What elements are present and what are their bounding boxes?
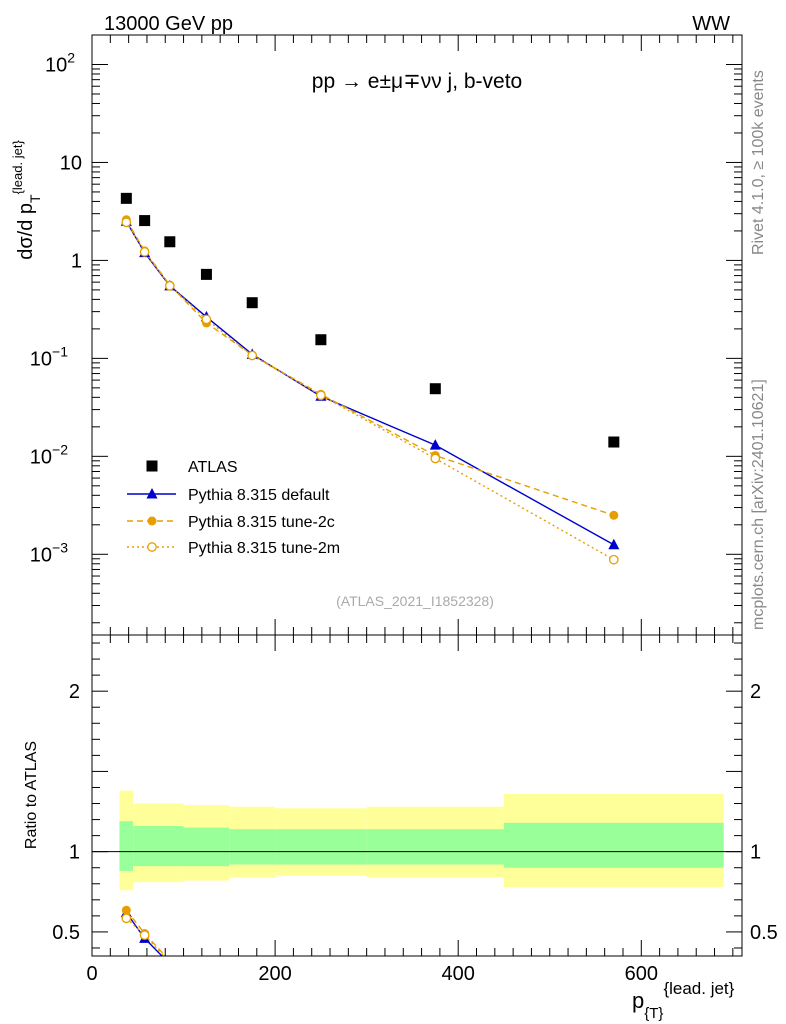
ratio-panel: 0.5 0.5 1 1 2 2 0 200 400 600 Ratio to ATLAS <box>23 634 778 985</box>
ratio-y-ticks: 0.5 0.5 1 1 2 2 <box>52 642 778 949</box>
x-axis-label: p{T}{lead. jet} <box>632 979 735 1022</box>
band-inner <box>275 829 367 865</box>
legend: ATLAS Pythia 8.315 default Pythia 8.315 tu… <box>127 459 340 557</box>
data-point-atlas <box>429 383 441 395</box>
legend-marker <box>147 516 157 526</box>
data-point-tune-2c <box>609 510 619 520</box>
data-point-atlas <box>246 297 258 309</box>
ratio-y-tick-label: 0.5 <box>52 922 80 944</box>
main-x-ticks <box>91 35 734 635</box>
y-tick-label: 10−1 <box>30 343 68 370</box>
plot-title: pp → e±μ∓νν j, b-veto <box>312 70 522 93</box>
legend-marker <box>147 542 157 552</box>
ratio-y-axis-label: Ratio to ATLAS <box>23 741 40 849</box>
data-point-default <box>608 538 620 550</box>
ratio-frame <box>91 634 743 957</box>
series-line <box>125 221 615 561</box>
band-inner <box>229 829 276 865</box>
mcplots-label: mcplots.cern.ch [arXiv:2401.10621] <box>750 379 767 630</box>
data-point-tune-2m <box>201 314 212 325</box>
legend-marker <box>146 460 158 472</box>
main-y-ticks: 10−3 10−2 10−1 1 10 102 <box>30 34 742 624</box>
energy-label: 13000 GeV pp <box>104 13 233 35</box>
ratio-x-ticks: 0 200 400 600 <box>86 635 734 985</box>
ratio-y-tick-label: 1 <box>69 842 80 864</box>
data-point-tune-2m <box>430 453 441 464</box>
x-tick-label: 0 <box>86 963 97 985</box>
data-point-tune-2m <box>316 390 326 401</box>
y-tick-label: 10−2 <box>30 441 68 468</box>
main-panel: 10−3 10−2 10−1 1 10 102 pp → e±μ∓νν j, b-veto… <box>10 34 743 636</box>
data-point-tune-2m <box>164 280 175 291</box>
legend-label: Pythia 8.315 default <box>188 487 330 504</box>
main-y-axis-label: dσ/d pT{lead. jet} <box>10 140 43 260</box>
band-inner <box>366 829 504 865</box>
data-point-tune-2m <box>608 554 619 565</box>
ratio-point <box>121 913 132 924</box>
x-tick-label: 400 <box>442 963 475 985</box>
y-tick-label: 1 <box>71 250 82 272</box>
band-inner <box>133 825 184 867</box>
y-tick-label: 102 <box>45 49 75 76</box>
ratio-y-tick-label-right: 1 <box>750 842 761 864</box>
y-tick-label: 10−3 <box>30 539 68 566</box>
ratio-y-tick-label-right: 0.5 <box>750 922 778 944</box>
data-point-atlas <box>139 215 151 227</box>
ratio-uncertainty-bands <box>119 790 724 891</box>
legend-label: ATLAS <box>188 459 238 476</box>
data-point-tune-2m <box>139 247 150 257</box>
band-inner <box>183 827 230 867</box>
data-point-tune-2m <box>121 217 132 228</box>
ratio-point <box>121 905 131 915</box>
data-point-default <box>429 439 441 450</box>
legend-marker <box>146 488 158 499</box>
process-label: WW <box>692 13 730 35</box>
y-tick-label: 10 <box>60 152 82 174</box>
ratio-series-line <box>125 909 167 956</box>
ratio-y-tick-label-right: 2 <box>750 681 761 703</box>
band-inner <box>503 822 724 868</box>
ratio-series-group <box>120 905 175 969</box>
x-tick-label: 200 <box>258 963 291 985</box>
data-point-atlas <box>608 436 620 448</box>
series-line <box>125 221 615 546</box>
main-series-group <box>120 192 620 565</box>
ratio-clipped-group <box>120 905 175 969</box>
x-tick-label: 600 <box>625 963 658 985</box>
data-point-atlas <box>164 236 176 248</box>
ratio-point <box>139 930 150 940</box>
ratio-y-tick-label: 2 <box>69 681 80 703</box>
analysis-tag: (ATLAS_2021_I1852328) <box>336 593 494 609</box>
rivet-label: Rivet 4.1.0, ≥ 100k events <box>750 70 767 255</box>
data-point-atlas <box>200 268 212 280</box>
data-point-atlas <box>120 192 132 204</box>
legend-label: Pythia 8.315 tune-2m <box>188 540 340 557</box>
data-point-atlas <box>315 334 327 346</box>
data-point-tune-2m <box>247 350 258 361</box>
ratio-point <box>165 956 174 965</box>
band-inner <box>119 821 134 871</box>
legend-label: Pythia 8.315 tune-2c <box>188 514 335 531</box>
ratio-point <box>164 958 175 969</box>
ratio-point <box>166 958 174 966</box>
